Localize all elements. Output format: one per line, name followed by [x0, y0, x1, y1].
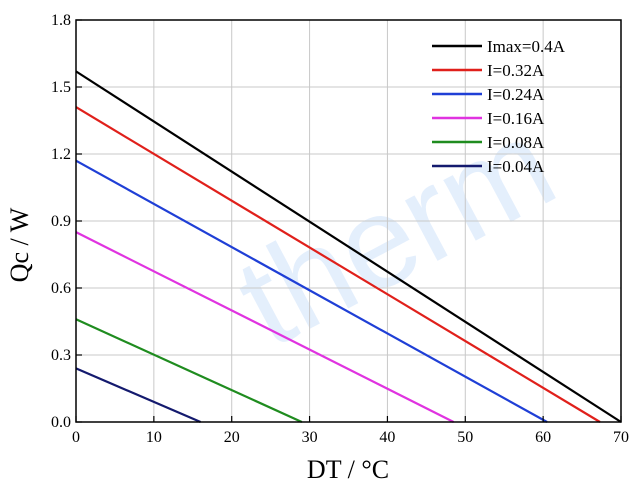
y-tick-label: 0.3: [51, 347, 71, 364]
series-line-5: [75, 367, 202, 424]
series-line-2: [75, 159, 548, 423]
x-tick-label: 20: [224, 429, 240, 446]
legend-label: I=0.32A: [487, 61, 545, 80]
data-series: [75, 70, 622, 424]
axes: [75, 19, 622, 423]
legend-label: I=0.08A: [487, 133, 545, 152]
x-tick-label: 50: [457, 429, 473, 446]
x-axis-title: DT / °C: [307, 455, 389, 484]
grid: [76, 20, 621, 422]
y-tick-label: 0.0: [51, 414, 71, 431]
series-line-4: [75, 318, 303, 424]
x-tick-label: 40: [379, 429, 395, 446]
x-tick-label: 70: [613, 429, 629, 446]
tick-labels: 0 10 20 30 40 50 60 70 0.0 0.3 0.6 0.9 1.2 1.5 1.8: [51, 12, 629, 446]
x-tick-label: 60: [535, 429, 551, 446]
y-tick-label: 1.2: [51, 146, 71, 163]
legend-label: I=0.24A: [487, 85, 545, 104]
y-tick-label: 1.5: [51, 79, 71, 96]
legend-label: I=0.04A: [487, 157, 545, 176]
x-tick-label: 10: [146, 429, 162, 446]
legend: Imax=0.4A I=0.32A I=0.24A I=0.16A I=0.08A I=0…: [432, 37, 566, 176]
series-line-1: [75, 106, 601, 423]
series-line-0: [75, 70, 622, 423]
legend-label: I=0.16A: [487, 109, 545, 128]
x-tick-label: 30: [302, 429, 318, 446]
y-tick-label: 1.8: [51, 12, 71, 29]
y-tick-label: 0.6: [51, 280, 71, 297]
y-tick-label: 0.9: [51, 213, 71, 230]
y-axis-title: Qc / W: [5, 207, 34, 282]
plot-frame: [75, 19, 622, 423]
legend-label: Imax=0.4A: [487, 37, 566, 56]
series-line-3: [75, 231, 455, 423]
x-tick-label: 0: [72, 429, 80, 446]
